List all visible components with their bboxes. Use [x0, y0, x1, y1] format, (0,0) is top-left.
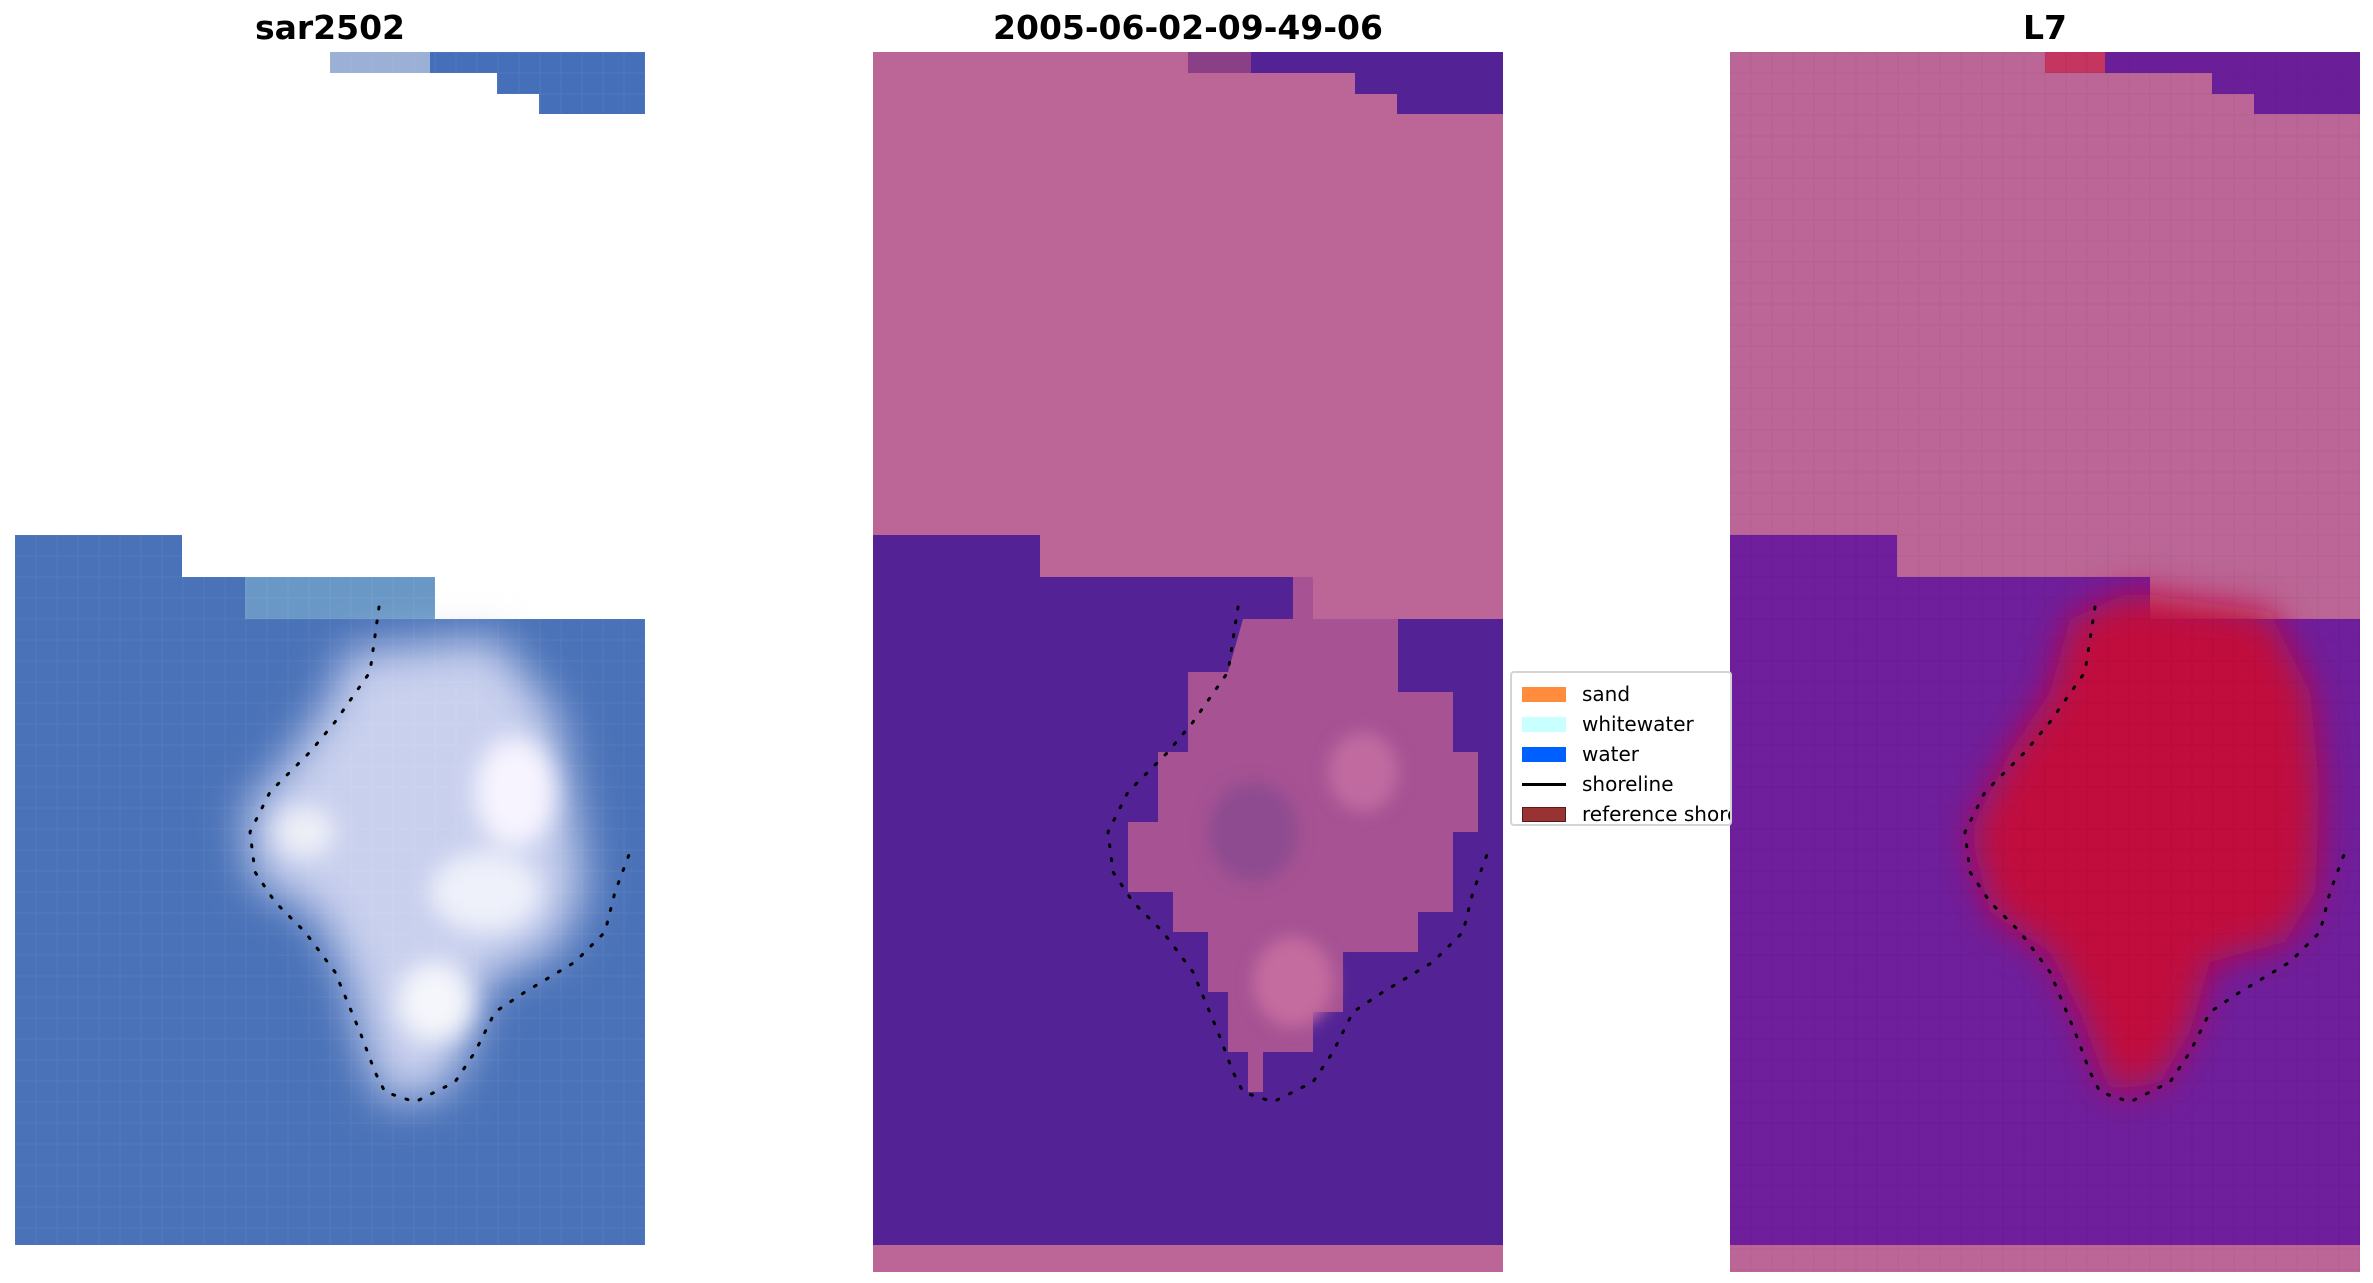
legend-item-sand: sand: [1522, 681, 1630, 707]
panel-title-rgb: sar2502: [254, 8, 406, 47]
index-image-panel: [1730, 52, 2360, 1272]
legend-label: whitewater: [1582, 712, 1694, 736]
legend-item-shoreline: shoreline: [1522, 771, 1674, 797]
legend-label: water: [1582, 742, 1639, 766]
classified-image: [873, 52, 1503, 1272]
legend-swatch-reference-shoreline: [1522, 806, 1566, 822]
legend: sand whitewater water shoreline referenc…: [1510, 671, 1732, 826]
legend-label: sand: [1582, 682, 1631, 706]
panel-title-index: L7: [2023, 8, 2067, 47]
legend-item-water: water: [1522, 741, 1639, 767]
classified-water-top: [1188, 52, 1503, 114]
legend-label: shoreline: [1582, 772, 1674, 796]
legend-label: reference shoreline: [1582, 802, 1730, 826]
legend-swatch-sand: [1522, 686, 1566, 702]
classified-island: [1128, 577, 1478, 1092]
legend-swatch-whitewater: [1522, 716, 1566, 732]
classified-image-panel: [873, 52, 1503, 1272]
legend-item-whitewater: whitewater: [1522, 711, 1694, 737]
index-image: [1730, 52, 2360, 1272]
rgb-image: [15, 52, 645, 1245]
panel-title-classified: 2005-06-02-09-49-06: [993, 8, 1383, 47]
legend-line-shoreline: [1522, 782, 1566, 786]
legend-swatch-water: [1522, 746, 1566, 762]
rgb-image-panel: [15, 52, 645, 1252]
legend-item-reference-shoreline: reference shoreline: [1522, 801, 1730, 826]
